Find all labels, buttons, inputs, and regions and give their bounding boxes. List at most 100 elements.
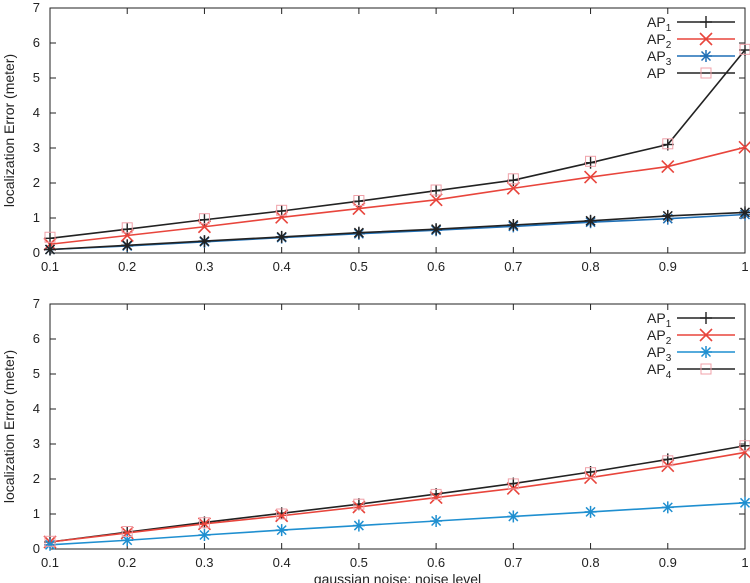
data-point: [353, 195, 365, 206]
x-tick-label: 0.3: [195, 555, 213, 570]
data-point: [662, 210, 673, 221]
data-point: [431, 224, 442, 235]
y-tick-label: 0: [33, 245, 40, 260]
data-point: [275, 210, 289, 224]
data-point: [122, 535, 133, 546]
legend-marker: [700, 346, 712, 358]
series-2: [43, 140, 750, 251]
data-point: [585, 215, 596, 226]
legend-label: AP3: [647, 48, 672, 68]
data-point: [662, 138, 674, 150]
data-point: [198, 517, 210, 529]
series-line: [49, 211, 746, 251]
data-point: [121, 222, 133, 234]
data-point: [508, 219, 519, 231]
data-point: [353, 498, 365, 510]
data-point: [585, 506, 596, 517]
legend-label-subscript: 2: [666, 40, 672, 51]
x-axis-label: gaussian noise: noise level: [314, 571, 481, 583]
y-tick-label: 1: [33, 210, 40, 225]
x-tick-label: 0.6: [427, 555, 445, 570]
series-line: [49, 49, 746, 240]
data-point: [352, 201, 366, 216]
data-point: [44, 535, 56, 547]
data-point: [198, 213, 210, 225]
legend-label: AP4: [647, 361, 672, 381]
data-point: [276, 231, 287, 242]
legend-label: AP1: [647, 310, 672, 330]
data-point: [739, 207, 750, 218]
x-tick-label: 0.5: [350, 259, 368, 274]
series-1: [44, 44, 750, 245]
data-point: [507, 173, 519, 185]
legend-marker: [700, 67, 712, 79]
legend-marker: [700, 50, 712, 62]
data-point: [431, 515, 442, 527]
data-point: [276, 525, 287, 536]
y-tick-label: 1: [33, 506, 40, 521]
series-line: [49, 146, 746, 246]
x-tick-label: 0.7: [504, 555, 522, 570]
x-tick-label: 1: [741, 259, 748, 274]
data-point: [120, 228, 134, 243]
data-point: [429, 490, 443, 505]
data-point: [585, 155, 597, 167]
y-tick-label: 6: [33, 35, 40, 50]
legend-marker: [699, 328, 713, 342]
x-tick-label: 0.1: [41, 555, 59, 570]
y-tick-label: 3: [33, 436, 40, 451]
x-tick-label: 0.8: [582, 555, 600, 570]
data-point: [507, 478, 519, 490]
y-tick-label: 2: [33, 471, 40, 486]
legend-label: AP3: [647, 344, 672, 364]
x-tick-label: 0.1: [41, 259, 59, 274]
legend-marker: [700, 363, 712, 375]
y-axis-label: localization Error (meter): [1, 350, 17, 503]
series-5: [44, 206, 750, 256]
legend-label: AP: [647, 65, 666, 81]
y-tick-label: 5: [33, 70, 40, 85]
y-tick-label: 0: [33, 541, 40, 556]
x-tick-label: 0.2: [118, 555, 136, 570]
series-line: [49, 444, 746, 543]
legend-marker: [699, 32, 713, 46]
x-tick-label: 0.5: [350, 555, 368, 570]
plot-area-frame: [49, 303, 746, 550]
x-tick-label: 1: [741, 555, 748, 570]
chart-panel-2: 0 1 2 3 4 5 6 7 0.1 0.2 0.3 0.4 0.5 0.6 0.7 0.8 0.9 1 loca…: [1, 296, 750, 583]
legend-label-subscript: 4: [666, 370, 672, 381]
legend-label: AP2: [647, 327, 672, 347]
data-point: [739, 440, 750, 452]
data-point: [662, 502, 673, 513]
x-tick-label: 0.7: [504, 259, 522, 274]
data-point: [661, 159, 675, 174]
y-tick-label: 4: [33, 105, 40, 120]
x-tick-label: 0.4: [273, 259, 291, 274]
data-point: [44, 244, 56, 255]
data-point: [276, 508, 288, 520]
data-point: [199, 236, 210, 247]
x-tick-label: 0.9: [659, 555, 677, 570]
y-tick-label: 7: [33, 0, 40, 15]
series-4: [44, 43, 750, 243]
series-1: [44, 439, 750, 548]
data-point: [353, 520, 364, 531]
data-point: [738, 141, 750, 154]
x-tick-label: 0.2: [118, 259, 136, 274]
legend-label-subscript: 3: [666, 57, 672, 68]
series-3: [44, 496, 750, 551]
y-tick-label: 2: [33, 175, 40, 190]
x-tick-label: 0.4: [273, 555, 291, 570]
data-point: [585, 467, 597, 479]
y-axis-label: localization Error (meter): [1, 54, 17, 207]
legend-label-subscript: 1: [666, 319, 672, 330]
data-point: [353, 227, 364, 238]
data-point: [738, 446, 750, 459]
y-tick-label: 7: [33, 296, 40, 311]
series-2: [43, 445, 750, 549]
data-point: [508, 511, 519, 522]
x-tick-label: 0.8: [582, 259, 600, 274]
